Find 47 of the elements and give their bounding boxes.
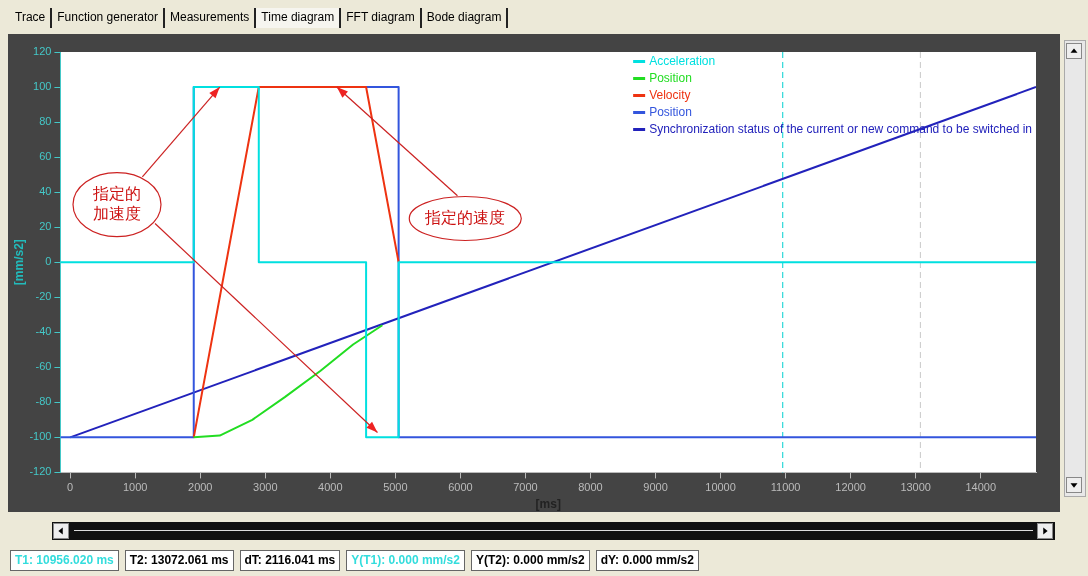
text: Trace xyxy=(10,8,53,28)
y-tick-label: 40 xyxy=(39,185,52,198)
y-tick-label: 60 xyxy=(39,150,52,163)
legend-label: Position xyxy=(649,70,692,85)
y-axis-title: [mm/s2] xyxy=(11,239,26,286)
y-tick-label: -100 xyxy=(29,430,52,443)
text: Time diagram xyxy=(256,8,342,28)
x-tick-label: 3000 xyxy=(253,481,278,494)
x-tick-label: 1000 xyxy=(122,481,148,494)
annotation: 指定的速度 xyxy=(424,207,506,227)
x-tick-label: 0 xyxy=(67,481,74,494)
text: Y(T1): 0.000 mm/s2 xyxy=(346,550,465,571)
text: FFT diagram xyxy=(341,8,422,28)
text: T1: 10956.020 ms xyxy=(10,550,119,571)
text: dT: 2116.041 ms xyxy=(239,550,341,571)
y-tick-label: -80 xyxy=(35,395,52,408)
y-tick-label: -120 xyxy=(29,465,52,478)
x-tick-label: 13000 xyxy=(900,481,931,494)
y-tick-label: -40 xyxy=(35,325,52,338)
text: Function generator xyxy=(52,8,165,28)
annotation: 指定的加速度 xyxy=(92,183,141,223)
x-tick-label: 10000 xyxy=(705,481,736,494)
legend-label: Acceleration xyxy=(649,53,716,68)
x-tick-label: 7000 xyxy=(513,481,538,494)
x-tick-label: 5000 xyxy=(383,481,408,494)
x-tick-label: 2000 xyxy=(188,481,213,494)
x-tick-label: 9000 xyxy=(643,481,668,494)
y-tick-label: 80 xyxy=(39,115,52,128)
y-tick-label: 0 xyxy=(45,255,52,268)
x-tick-label: 4000 xyxy=(318,481,343,494)
y-tick-label: 20 xyxy=(39,220,52,233)
x-tick-label: 12000 xyxy=(835,481,866,494)
text: Y(T2): 0.000 mm/s2 xyxy=(470,550,590,571)
text: Measurements xyxy=(164,8,257,28)
x-tick-label: 8000 xyxy=(578,481,603,494)
y-tick-label: -60 xyxy=(35,360,52,373)
x-tick-label: 6000 xyxy=(448,481,473,494)
y-tick-label: 120 xyxy=(33,45,52,58)
legend-label: Position xyxy=(649,104,692,119)
legend-label: Velocity xyxy=(649,87,691,102)
text: dY: 0.000 mm/s2 xyxy=(595,550,699,571)
x-tick-label: 14000 xyxy=(965,481,997,494)
y-tick-label: 100 xyxy=(33,80,52,93)
text: Bode diagram xyxy=(421,8,509,28)
text: T2: 13072.061 ms xyxy=(124,550,234,571)
x-tick-label: 11000 xyxy=(770,481,801,494)
y-tick-label: -20 xyxy=(35,290,52,303)
